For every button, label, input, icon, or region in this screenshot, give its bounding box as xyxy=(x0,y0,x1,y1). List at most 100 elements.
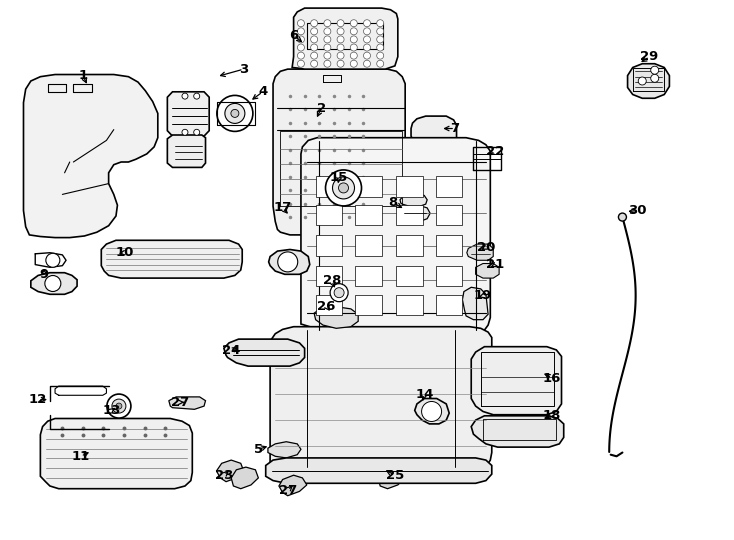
Bar xyxy=(316,295,342,315)
Circle shape xyxy=(116,403,122,409)
Circle shape xyxy=(194,93,200,99)
Polygon shape xyxy=(628,64,669,98)
Circle shape xyxy=(310,44,318,51)
Text: 13: 13 xyxy=(102,404,121,417)
Circle shape xyxy=(350,20,357,26)
Circle shape xyxy=(310,36,318,43)
Circle shape xyxy=(337,20,344,26)
Text: 27: 27 xyxy=(279,484,297,497)
Polygon shape xyxy=(40,418,192,489)
Circle shape xyxy=(297,20,305,26)
Circle shape xyxy=(297,28,305,35)
Circle shape xyxy=(350,36,357,43)
Circle shape xyxy=(377,36,384,43)
Polygon shape xyxy=(101,240,242,278)
Text: 5: 5 xyxy=(254,443,263,456)
Circle shape xyxy=(651,66,658,74)
Circle shape xyxy=(310,60,318,67)
Circle shape xyxy=(297,44,305,51)
Circle shape xyxy=(363,44,371,51)
Polygon shape xyxy=(231,467,258,489)
Circle shape xyxy=(297,52,305,59)
Text: 18: 18 xyxy=(542,409,562,422)
Bar xyxy=(436,205,462,225)
Polygon shape xyxy=(471,347,562,415)
Circle shape xyxy=(363,20,371,26)
Polygon shape xyxy=(314,307,358,328)
Circle shape xyxy=(333,177,355,199)
Bar xyxy=(436,235,462,256)
Polygon shape xyxy=(269,249,310,274)
Circle shape xyxy=(363,28,371,35)
Bar xyxy=(355,176,382,197)
Circle shape xyxy=(324,44,331,51)
Bar xyxy=(396,176,423,197)
Text: 9: 9 xyxy=(40,268,48,281)
Bar xyxy=(316,235,342,256)
Circle shape xyxy=(421,401,442,422)
Circle shape xyxy=(377,44,384,51)
Circle shape xyxy=(277,252,298,272)
Text: 19: 19 xyxy=(474,289,492,302)
Bar xyxy=(355,266,382,286)
Circle shape xyxy=(350,28,357,35)
Text: 21: 21 xyxy=(487,258,504,271)
Circle shape xyxy=(337,36,344,43)
Text: 26: 26 xyxy=(317,300,336,313)
Polygon shape xyxy=(476,264,499,278)
Circle shape xyxy=(639,77,646,85)
Circle shape xyxy=(107,394,131,418)
Polygon shape xyxy=(400,193,427,206)
Polygon shape xyxy=(467,244,493,260)
Polygon shape xyxy=(270,327,492,470)
Text: 6: 6 xyxy=(289,29,298,42)
Text: 4: 4 xyxy=(258,85,267,98)
Circle shape xyxy=(651,75,658,82)
Circle shape xyxy=(619,213,626,221)
Bar xyxy=(316,176,342,197)
Bar xyxy=(436,176,462,197)
Bar xyxy=(355,295,382,315)
Bar xyxy=(436,266,462,286)
Bar xyxy=(396,266,423,286)
Circle shape xyxy=(182,129,188,136)
Circle shape xyxy=(225,103,245,124)
Polygon shape xyxy=(292,8,398,69)
Circle shape xyxy=(194,129,200,136)
Circle shape xyxy=(363,36,371,43)
Polygon shape xyxy=(273,69,405,235)
Polygon shape xyxy=(471,416,564,447)
Text: 27: 27 xyxy=(171,396,189,409)
Text: 11: 11 xyxy=(72,450,90,463)
Text: 29: 29 xyxy=(641,50,658,63)
Circle shape xyxy=(337,28,344,35)
Polygon shape xyxy=(167,135,206,167)
Polygon shape xyxy=(363,460,390,482)
Circle shape xyxy=(377,52,384,59)
Circle shape xyxy=(231,110,239,117)
Text: 1: 1 xyxy=(79,69,87,82)
Bar xyxy=(436,295,462,315)
Circle shape xyxy=(45,275,61,292)
Circle shape xyxy=(297,36,305,43)
Bar xyxy=(396,235,423,256)
Polygon shape xyxy=(169,397,206,409)
Circle shape xyxy=(377,20,384,26)
Circle shape xyxy=(324,60,331,67)
Polygon shape xyxy=(217,460,244,482)
Circle shape xyxy=(182,93,188,99)
Circle shape xyxy=(350,60,357,67)
Polygon shape xyxy=(266,458,492,483)
Text: 22: 22 xyxy=(487,145,504,158)
Polygon shape xyxy=(415,399,449,424)
Circle shape xyxy=(338,183,349,193)
Bar xyxy=(316,205,342,225)
Bar xyxy=(355,235,382,256)
Text: 7: 7 xyxy=(451,122,459,135)
Polygon shape xyxy=(301,138,490,335)
Text: 8: 8 xyxy=(388,196,397,209)
Circle shape xyxy=(330,284,348,302)
Circle shape xyxy=(363,60,371,67)
Polygon shape xyxy=(401,205,430,221)
Polygon shape xyxy=(462,287,488,320)
